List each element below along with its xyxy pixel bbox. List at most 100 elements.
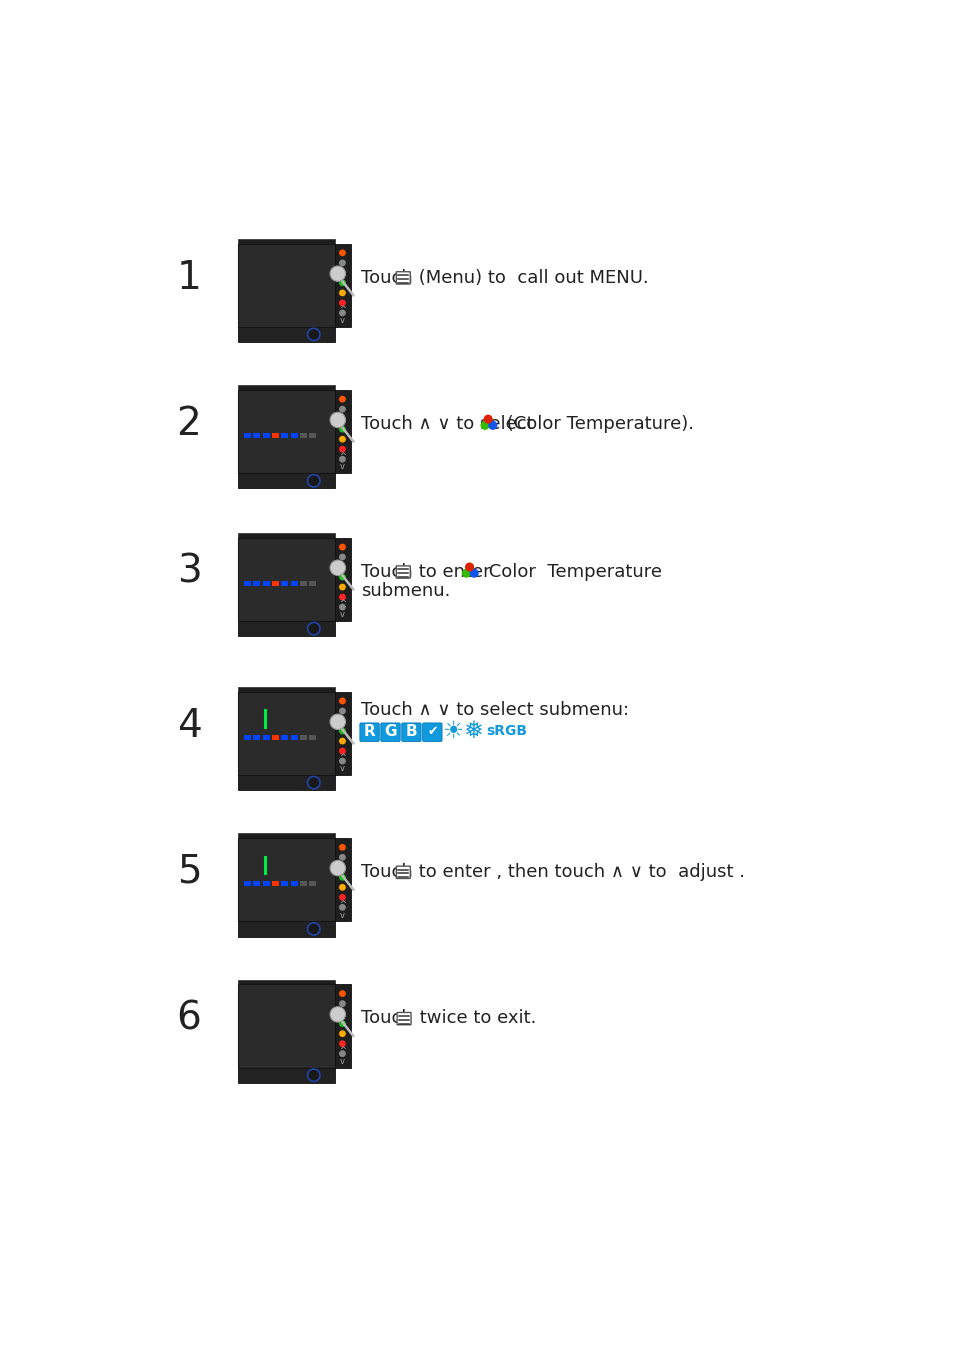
Text: sRGB: sRGB: [486, 724, 527, 738]
Text: 2: 2: [176, 405, 201, 443]
Bar: [262, 734, 270, 740]
Bar: [253, 882, 260, 886]
Circle shape: [339, 447, 345, 452]
Circle shape: [307, 622, 319, 634]
FancyBboxPatch shape: [395, 867, 410, 879]
Circle shape: [339, 1050, 345, 1056]
Text: v: v: [339, 316, 345, 325]
Circle shape: [339, 845, 345, 850]
Bar: [309, 882, 315, 886]
Circle shape: [339, 427, 345, 432]
Circle shape: [339, 456, 345, 462]
FancyBboxPatch shape: [380, 724, 399, 741]
Bar: [237, 327, 335, 342]
Bar: [272, 433, 278, 437]
Bar: [237, 390, 335, 472]
Bar: [237, 243, 335, 327]
Text: to enter , then touch ∧ ∨ to  adjust .: to enter , then touch ∧ ∨ to adjust .: [413, 863, 744, 882]
Circle shape: [339, 884, 345, 890]
Bar: [291, 580, 297, 586]
Text: v: v: [339, 463, 345, 471]
Circle shape: [330, 560, 345, 575]
Bar: [244, 882, 251, 886]
Bar: [281, 580, 288, 586]
Text: twice to exit.: twice to exit.: [414, 1010, 536, 1027]
Bar: [253, 580, 260, 586]
Circle shape: [339, 855, 345, 860]
Bar: [291, 882, 297, 886]
Circle shape: [339, 436, 345, 441]
Circle shape: [339, 729, 345, 734]
Bar: [253, 734, 260, 740]
Circle shape: [339, 594, 345, 599]
Bar: [272, 580, 278, 586]
Text: v: v: [339, 910, 345, 919]
Circle shape: [339, 261, 345, 266]
Text: 4: 4: [176, 706, 201, 745]
Text: ^: ^: [338, 1046, 346, 1056]
Bar: [237, 775, 335, 790]
Circle shape: [339, 250, 345, 255]
Circle shape: [465, 563, 473, 571]
Bar: [244, 734, 251, 740]
Circle shape: [339, 605, 345, 610]
Bar: [237, 472, 335, 489]
Circle shape: [339, 1031, 345, 1037]
Bar: [272, 734, 278, 740]
Circle shape: [339, 709, 345, 714]
Circle shape: [339, 555, 345, 560]
Bar: [281, 734, 288, 740]
Bar: [237, 533, 335, 537]
Circle shape: [339, 585, 345, 590]
Text: 3: 3: [176, 552, 201, 591]
Circle shape: [339, 544, 345, 549]
Text: 6: 6: [176, 999, 201, 1037]
Circle shape: [339, 397, 345, 402]
Circle shape: [480, 421, 488, 429]
Text: Color  Temperature: Color Temperature: [482, 563, 661, 580]
Circle shape: [307, 776, 319, 788]
Circle shape: [307, 328, 319, 340]
Text: Touch: Touch: [360, 269, 418, 286]
Bar: [262, 433, 270, 437]
Text: v: v: [339, 1057, 345, 1066]
Circle shape: [339, 698, 345, 703]
Text: to enter: to enter: [413, 563, 496, 580]
Bar: [237, 1068, 335, 1083]
Circle shape: [339, 1021, 345, 1026]
Circle shape: [339, 864, 345, 869]
Bar: [237, 621, 335, 636]
Text: Touch: Touch: [360, 563, 418, 580]
Circle shape: [339, 718, 345, 724]
Text: Touch: Touch: [360, 1010, 418, 1027]
Circle shape: [339, 310, 345, 316]
Circle shape: [339, 270, 345, 275]
Bar: [281, 882, 288, 886]
Bar: [237, 980, 335, 984]
Circle shape: [488, 421, 497, 429]
Circle shape: [462, 570, 470, 576]
Bar: [237, 385, 335, 390]
Bar: [262, 882, 270, 886]
Text: v: v: [339, 764, 345, 774]
Circle shape: [339, 759, 345, 764]
Text: ❅: ❅: [462, 720, 482, 743]
Circle shape: [330, 412, 345, 428]
Bar: [309, 433, 315, 437]
Bar: [299, 580, 307, 586]
Bar: [253, 433, 260, 437]
Circle shape: [330, 860, 345, 876]
Text: Touch: Touch: [360, 863, 418, 882]
Bar: [309, 734, 315, 740]
Circle shape: [307, 1069, 319, 1081]
Circle shape: [339, 991, 345, 996]
Bar: [237, 833, 335, 838]
Text: ✔: ✔: [427, 725, 437, 738]
Circle shape: [330, 266, 345, 281]
Circle shape: [339, 1000, 345, 1006]
Circle shape: [484, 416, 492, 423]
Text: ^: ^: [338, 452, 346, 460]
Text: G: G: [384, 724, 396, 738]
Bar: [335, 243, 351, 327]
Bar: [291, 433, 297, 437]
